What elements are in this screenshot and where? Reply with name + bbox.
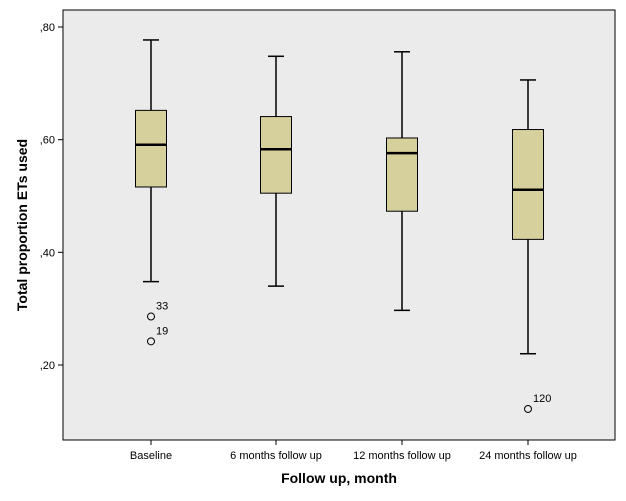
outlier-label: 19 bbox=[156, 325, 168, 337]
x-tick-label: 6 months follow up bbox=[230, 450, 322, 462]
y-tick-label: ,40 bbox=[40, 247, 55, 259]
x-tick-label: 12 months follow up bbox=[353, 450, 451, 462]
x-tick-label: 24 months follow up bbox=[479, 450, 577, 462]
box-group bbox=[260, 55, 292, 287]
y-tick-label: ,80 bbox=[40, 22, 55, 34]
box-group: 120 bbox=[512, 79, 551, 413]
outlier-point bbox=[524, 404, 532, 413]
iqr-box bbox=[386, 137, 418, 212]
x-tick-label: Baseline bbox=[130, 450, 172, 462]
outlier-point bbox=[147, 312, 155, 321]
y-axis-title: Total proportion ETs used bbox=[14, 139, 30, 311]
box-group bbox=[386, 51, 418, 312]
y-tick-label: ,20 bbox=[40, 360, 55, 372]
y-tick-label: ,60 bbox=[40, 135, 55, 147]
x-axis-title: Follow up, month bbox=[281, 470, 397, 486]
iqr-box bbox=[260, 116, 292, 194]
box-group: 33 19 bbox=[135, 39, 168, 346]
outlier-label: 33 bbox=[156, 301, 168, 313]
x-axis: Baseline 6 months follow up 12 months foll… bbox=[130, 440, 577, 462]
y-axis: ,20 ,40 ,60 ,80 bbox=[40, 22, 63, 372]
outlier-label: 120 bbox=[533, 393, 551, 405]
boxes: 33 19 120 bbox=[135, 39, 551, 413]
iqr-box bbox=[512, 129, 544, 240]
iqr-box bbox=[135, 109, 167, 188]
outlier-point bbox=[147, 337, 155, 346]
